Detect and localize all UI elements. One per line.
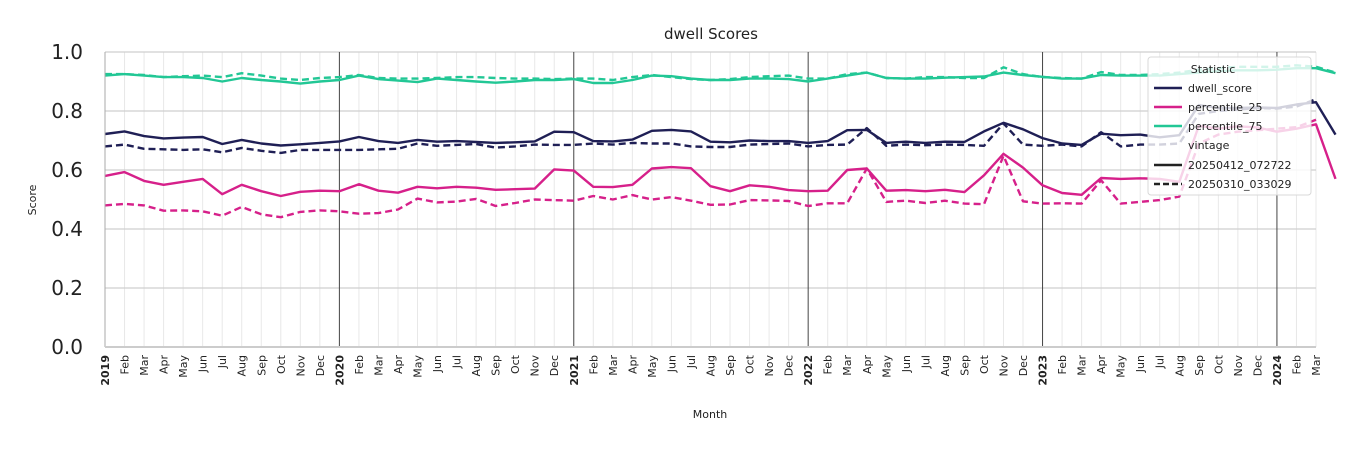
- x-tick-month-label: Nov: [294, 355, 307, 377]
- x-axis-label: Month: [693, 408, 728, 421]
- x-tick-month-label: May: [880, 355, 893, 378]
- y-axis-label: Score: [26, 184, 39, 215]
- x-tick-month-label: Apr: [1095, 355, 1108, 375]
- dwell-score-dashed-line: [104, 98, 1317, 155]
- x-tick-month-label: Aug: [1173, 355, 1186, 376]
- x-tick-month-label: Apr: [158, 355, 171, 375]
- y-tick-label: 0.2: [51, 276, 83, 300]
- x-tick-month-label: Sep: [490, 355, 503, 376]
- x-tick-month-label: Oct: [509, 354, 522, 374]
- percentile-25-dashed-line: [104, 118, 1317, 219]
- dwell-score-solid-line: [104, 100, 1337, 147]
- x-tick-month-label: Jul: [451, 355, 464, 369]
- x-tick-month-label: Jun: [1134, 355, 1147, 373]
- legend-percentile-75-label: percentile_75: [1188, 120, 1263, 133]
- axes: 0.0 0.2 0.4 0.6 0.8 1.0 2019 Feb Mar Apr May Jun Jul…: [51, 40, 1323, 386]
- x-tick-month-label: Feb: [119, 355, 132, 374]
- x-tick-month-label: Jul: [919, 355, 932, 369]
- x-tick-month-label: Aug: [470, 355, 483, 376]
- x-tick-month-label: Dec: [783, 355, 796, 376]
- x-tick-month-label: Feb: [1056, 355, 1069, 374]
- legend-vintage-dashed-label: 20250310_033029: [1188, 178, 1291, 191]
- x-tick-month-label: Nov: [529, 355, 542, 377]
- percentile-25-solid-line: [104, 123, 1337, 198]
- x-tick-month-label: Dec: [1251, 355, 1264, 376]
- legend-dwell-score-label: dwell_score: [1188, 82, 1252, 95]
- x-tick-month-label: Sep: [724, 355, 737, 376]
- x-tick-year-label: 2021: [568, 355, 581, 386]
- x-tick-month-label: Sep: [1193, 355, 1206, 376]
- x-tick-month-label: Oct: [1212, 354, 1225, 374]
- x-tick-month-label: Apr: [861, 355, 874, 375]
- x-tick-month-label: Nov: [1232, 355, 1245, 377]
- x-tick-month-label: Mar: [607, 355, 620, 376]
- x-tick-month-label: Jul: [1154, 355, 1167, 369]
- x-tick-month-label: Jul: [216, 355, 229, 369]
- x-tick-month-label: May: [646, 355, 659, 378]
- x-tick-month-label: Jun: [900, 355, 913, 373]
- x-tick-month-label: May: [1115, 355, 1128, 378]
- x-tick-month-label: May: [412, 355, 425, 378]
- x-tick-month-label: Apr: [626, 355, 639, 375]
- x-tick-month-label: Mar: [138, 355, 151, 376]
- x-tick-month-label: Nov: [763, 355, 776, 377]
- x-tick-month-label: Feb: [587, 355, 600, 374]
- x-tick-year-label: 2022: [802, 355, 815, 386]
- x-tick-month-label: Jul: [685, 355, 698, 369]
- y-tick-label: 0.0: [51, 335, 83, 359]
- x-tick-month-label: Sep: [255, 355, 268, 376]
- x-tick-month-label: Feb: [1291, 355, 1304, 374]
- x-tick-year-label: 2019: [99, 355, 112, 386]
- y-tick-label: 1.0: [51, 40, 83, 64]
- x-tick-month-label: Mar: [373, 355, 386, 376]
- x-tick-month-label: Dec: [314, 355, 327, 376]
- x-tick-month-label: Jun: [665, 355, 678, 373]
- x-tick-month-label: Feb: [353, 355, 366, 374]
- grid: [104, 51, 1317, 348]
- legend-vintage-solid-label: 20250412_072722: [1188, 159, 1291, 172]
- x-tick-month-label: Apr: [392, 355, 405, 375]
- x-tick-month-label: Sep: [958, 355, 971, 376]
- legend-statistic-title: Statistic: [1191, 63, 1236, 76]
- x-tick-month-label: Mar: [841, 355, 854, 376]
- x-tick-year-label: 2023: [1037, 355, 1050, 386]
- x-tick-year-label: 2024: [1271, 355, 1284, 386]
- legend: Statistic dwell_score percentile_25 perc…: [1147, 56, 1312, 196]
- legend-percentile-25-label: percentile_25: [1188, 101, 1263, 114]
- x-tick-month-label: Dec: [1017, 355, 1030, 376]
- x-tick-year-label: 2020: [333, 355, 346, 386]
- x-tick-month-label: Oct: [744, 354, 757, 374]
- x-tick-month-label: Aug: [236, 355, 249, 376]
- x-tick-month-label: Jun: [197, 355, 210, 373]
- x-tick-month-label: Jun: [431, 355, 444, 373]
- x-tick-month-label: Mar: [1076, 355, 1089, 376]
- series-lines: [104, 64, 1337, 219]
- y-tick-label: 0.8: [51, 99, 83, 123]
- chart-title: dwell Scores: [664, 25, 758, 43]
- x-tick-month-label: Aug: [705, 355, 718, 376]
- x-tick-month-label: Oct: [978, 354, 991, 374]
- y-tick-label: 0.4: [51, 217, 83, 241]
- x-tick-month-label: Dec: [548, 355, 561, 376]
- x-tick-month-label: Aug: [939, 355, 952, 376]
- percentile-75-dashed-line: [105, 64, 1336, 82]
- legend-box: [1147, 56, 1312, 196]
- legend-vintage-title: vintage: [1188, 139, 1230, 152]
- y-tick-label: 0.6: [51, 158, 83, 182]
- x-tick-month-label: Feb: [822, 355, 835, 374]
- x-tick-month-label: Nov: [998, 355, 1011, 377]
- x-tick-month-label: Mar: [1310, 355, 1323, 376]
- x-tick-month-label: Oct: [275, 354, 288, 374]
- x-tick-month-label: May: [177, 355, 190, 378]
